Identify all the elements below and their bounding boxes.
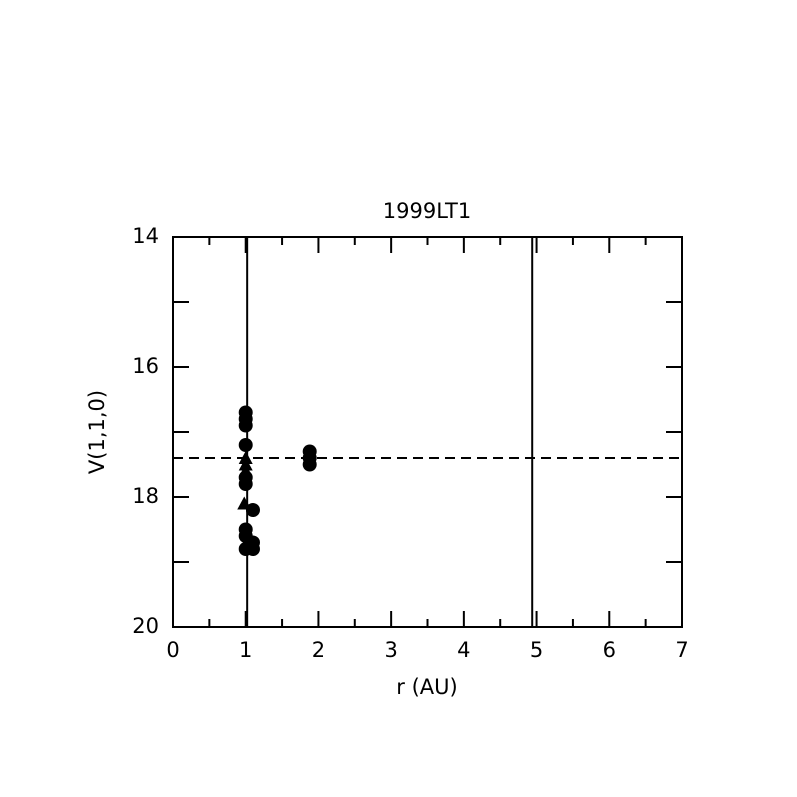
x-axis-label: r (AU) (396, 675, 457, 699)
y-tick-label: 20 (132, 614, 159, 638)
data-point (238, 438, 253, 452)
data-point (237, 496, 252, 510)
y-tick-label: 14 (132, 224, 159, 248)
x-tick-label: 0 (166, 638, 179, 662)
data-point (238, 418, 253, 433)
x-tick-label: 5 (530, 638, 543, 662)
x-tick-label: 6 (603, 638, 616, 662)
y-axis-label: V(1,1,0) (85, 390, 109, 474)
data-point (245, 542, 260, 556)
x-tick-label: 7 (675, 638, 688, 662)
data-point (238, 464, 253, 477)
x-tick-label: 1 (239, 638, 252, 662)
data-point (302, 457, 317, 472)
chart-title: 1999LT1 (383, 199, 471, 223)
y-tick-label: 16 (132, 354, 159, 378)
x-tick-label: 3 (384, 638, 397, 662)
x-tick-label: 4 (457, 638, 470, 662)
x-tick-label: 2 (312, 638, 325, 662)
y-tick-label: 18 (132, 484, 159, 508)
plot-frame (172, 236, 683, 628)
data-point (238, 477, 253, 491)
